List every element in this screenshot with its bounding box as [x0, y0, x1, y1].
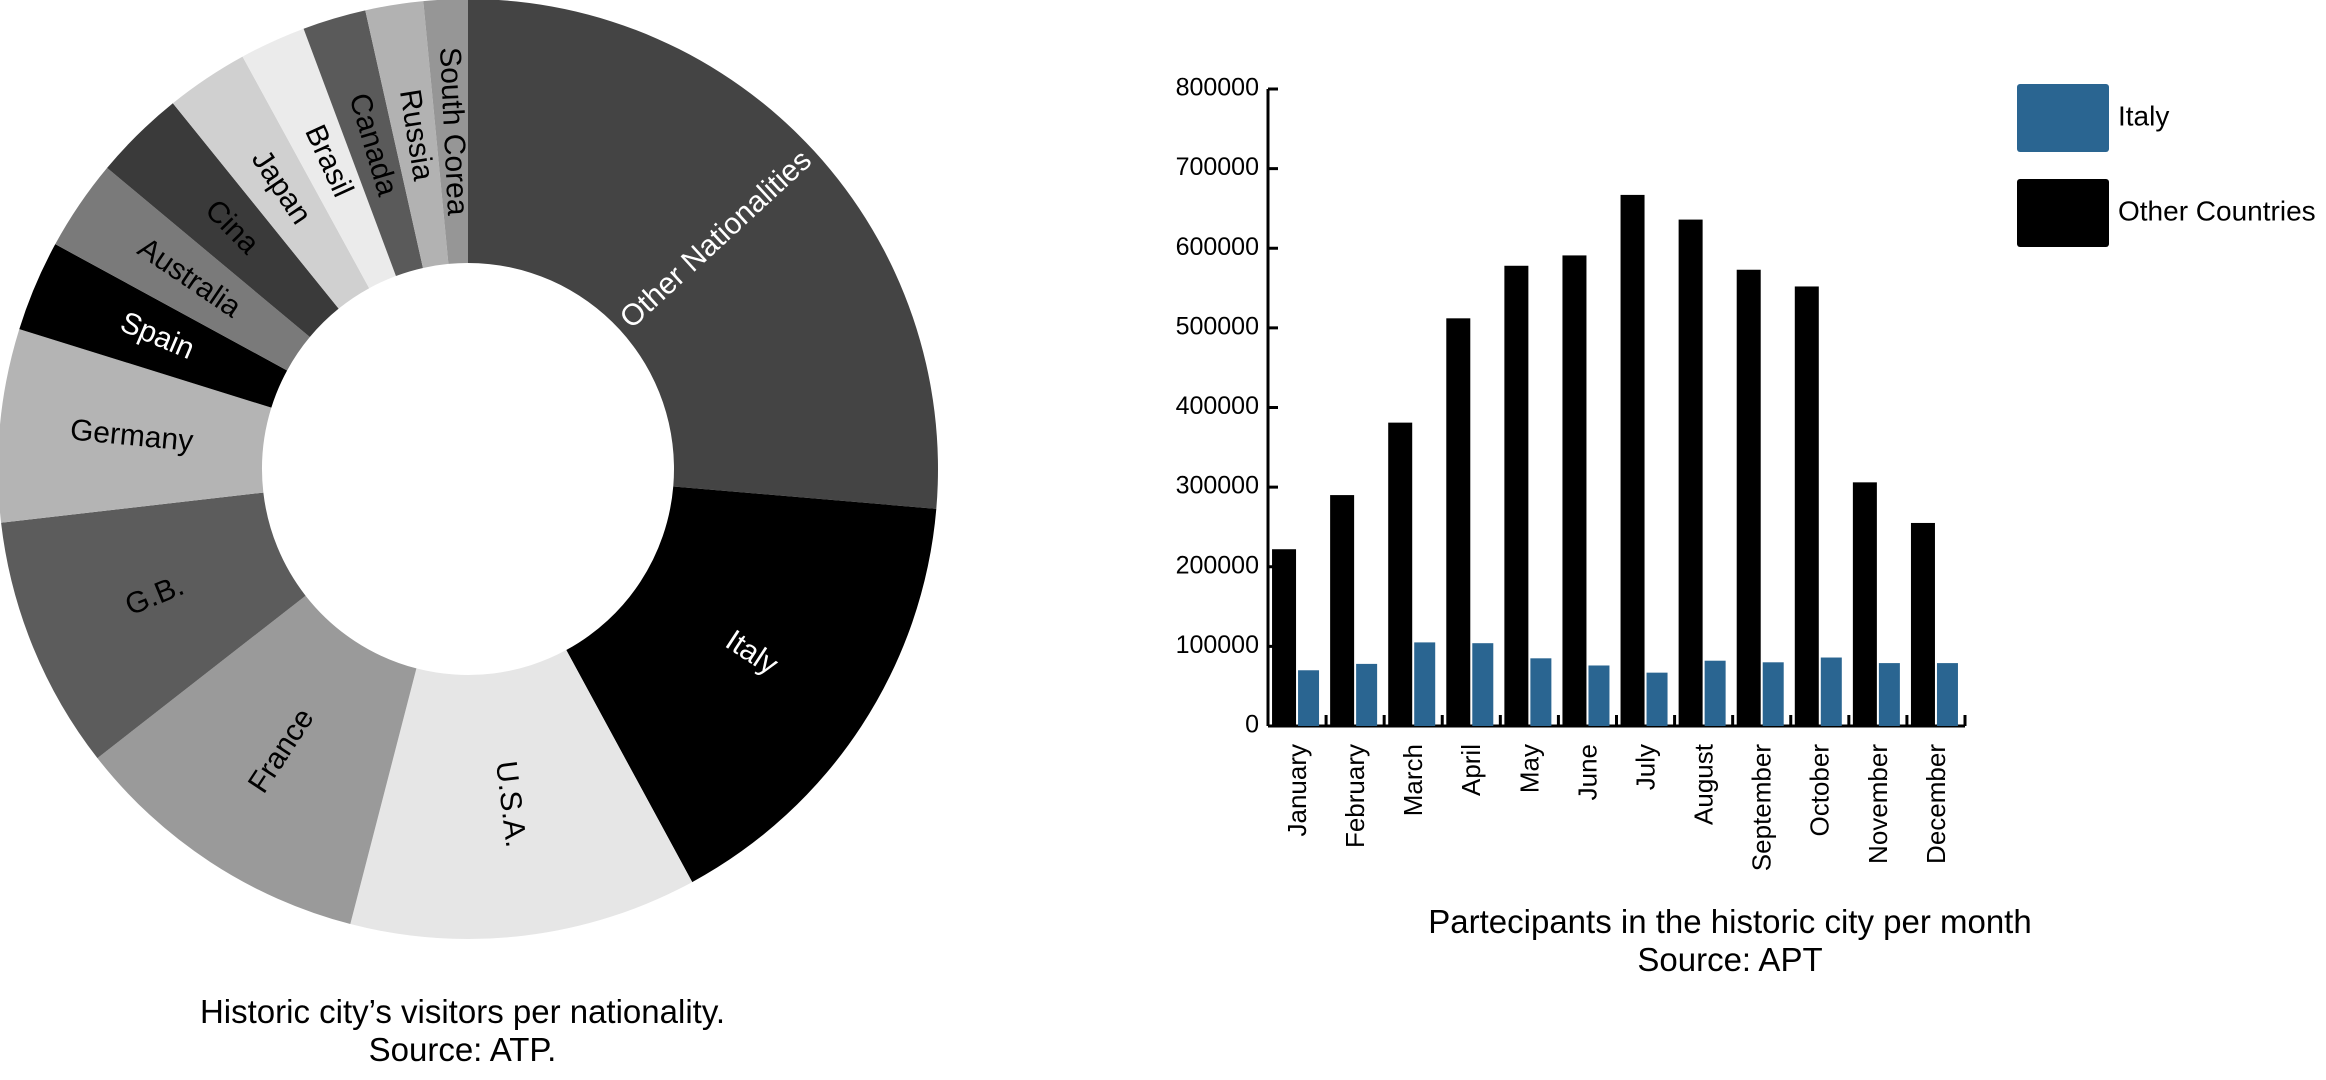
bar-italy-august	[1704, 660, 1726, 726]
x-tick-label-october: October	[1805, 744, 1835, 837]
bar-chart: 0 100000 200000 300000 400000 500000 600000 700…	[1176, 74, 2316, 872]
bar-other-countries-october	[1794, 286, 1819, 726]
donut-slice-u-s-a	[350, 650, 693, 940]
donut-slice-australia	[55, 167, 310, 371]
bar-other-countries-may	[1504, 265, 1529, 726]
donut-slice-spain	[19, 244, 288, 408]
donut-slice-other-nationalities	[468, 0, 938, 509]
bar-chart-title: Partecipants in the historic city per mo…	[1428, 903, 2032, 940]
bar-other-countries-january	[1272, 549, 1297, 726]
legend-label-italy: Italy	[2118, 100, 2169, 131]
legend-swatch-italy	[2017, 84, 2109, 152]
donut-slice-japan	[172, 56, 370, 309]
donut-label-south-corea: South Corea	[433, 46, 474, 216]
y-tick-label: 700000	[1176, 153, 1259, 181]
bar-italy-may	[1530, 658, 1552, 726]
y-tick-label: 800000	[1176, 74, 1259, 102]
y-tick-label: 300000	[1176, 472, 1259, 500]
bar-chart-caption: Partecipants in the historic city per mo…	[1330, 903, 2130, 979]
donut-slice-south-corea	[423, 0, 468, 264]
bar-other-countries-april	[1446, 318, 1471, 726]
x-tick-label-august: August	[1689, 743, 1719, 825]
donut-slice-italy	[566, 486, 937, 883]
x-tick-label-january: January	[1282, 744, 1312, 837]
bar-other-countries-september	[1736, 269, 1761, 726]
donut-chart-caption: Historic city’s visitors per nationality…	[120, 993, 805, 1069]
donut-chart-title: Historic city’s visitors per nationality…	[199, 993, 726, 1030]
donut-chart-source: Source: ATP.	[368, 1030, 557, 1068]
donut-slice-g-b	[1, 492, 306, 759]
bar-other-countries-february	[1330, 495, 1355, 726]
bar-italy-september	[1762, 662, 1784, 726]
bar-other-countries-august	[1678, 219, 1703, 726]
bar-italy-february	[1356, 663, 1378, 726]
x-tick-label-february: February	[1340, 744, 1370, 848]
bar-other-countries-july	[1620, 194, 1645, 726]
bar-italy-july	[1646, 672, 1668, 726]
donut-slice-germany	[0, 329, 272, 523]
bar-italy-october	[1820, 657, 1842, 726]
bar-italy-june	[1588, 665, 1610, 726]
bar-other-countries-june	[1562, 255, 1587, 726]
bar-italy-november	[1878, 663, 1900, 726]
y-tick-label: 100000	[1176, 631, 1259, 659]
x-tick-label-november: November	[1863, 744, 1893, 864]
x-tick-label-april: April	[1456, 744, 1486, 796]
x-tick-label-may: May	[1514, 744, 1544, 793]
legend: Italy Other Countries	[2017, 84, 2316, 247]
bar-italy-january	[1298, 670, 1320, 726]
bar-other-countries-march	[1388, 422, 1413, 726]
donut-slice-france	[97, 595, 417, 925]
x-tick-label-september: September	[1747, 744, 1777, 872]
donut-slice-brasil	[242, 28, 396, 289]
y-tick-label: 500000	[1176, 312, 1259, 340]
y-tick-label: 400000	[1176, 392, 1259, 420]
bar-italy-march	[1414, 642, 1436, 726]
bar-chart-source: Source: APT	[1637, 940, 1823, 978]
donut-chart: Other NationalitiesItalyU.S.A.FranceG.B.…	[0, 0, 938, 940]
donut-slice-cina	[107, 103, 339, 338]
bar-italy-april	[1472, 643, 1494, 726]
x-tick-label-december: December	[1921, 744, 1951, 864]
x-tick-label-june: June	[1572, 744, 1602, 800]
bar-other-countries-december	[1910, 522, 1935, 726]
y-tick-label: 600000	[1176, 233, 1259, 261]
x-tick-label-july: July	[1630, 744, 1660, 790]
legend-label-other-countries: Other Countries	[2118, 195, 2316, 226]
legend-swatch-other-countries	[2017, 179, 2109, 247]
x-tick-label-march: March	[1398, 744, 1428, 816]
y-tick-label: 200000	[1176, 551, 1259, 579]
bar-italy-december	[1936, 663, 1958, 726]
bar-other-countries-november	[1852, 482, 1877, 726]
y-tick-label: 0	[1245, 711, 1259, 739]
donut-slice-canada	[303, 10, 423, 277]
donut-slice-russia	[365, 1, 449, 268]
